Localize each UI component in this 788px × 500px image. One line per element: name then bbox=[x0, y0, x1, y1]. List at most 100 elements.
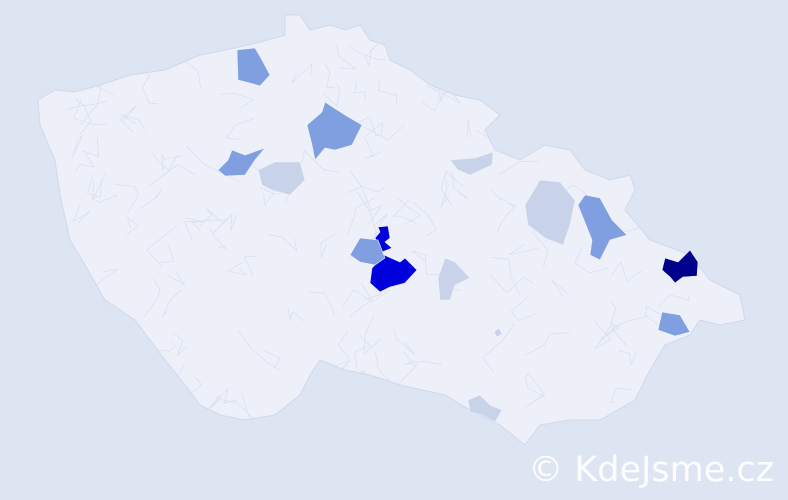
district-light[interactable] bbox=[437, 257, 471, 301]
district-border bbox=[366, 122, 384, 138]
district-border bbox=[670, 61, 703, 100]
district-border bbox=[449, 69, 470, 93]
district-light[interactable] bbox=[493, 327, 503, 338]
district-border bbox=[618, 350, 637, 366]
district-border bbox=[50, 259, 75, 300]
district-border bbox=[396, 196, 422, 225]
district-border bbox=[695, 386, 714, 414]
district-border bbox=[686, 135, 711, 163]
district-border bbox=[324, 63, 336, 89]
district-border bbox=[143, 278, 160, 318]
district-border bbox=[490, 188, 517, 207]
district-border bbox=[666, 347, 701, 379]
district-border bbox=[220, 92, 255, 109]
district-border bbox=[600, 93, 619, 109]
district-border bbox=[583, 33, 623, 47]
district-border bbox=[142, 74, 159, 104]
district-border bbox=[492, 81, 511, 101]
district-border bbox=[185, 145, 240, 182]
district-border bbox=[66, 101, 107, 110]
district-border bbox=[184, 217, 204, 241]
district-border bbox=[347, 185, 385, 194]
district-border bbox=[593, 320, 612, 350]
district-medium[interactable] bbox=[657, 311, 691, 337]
district-border bbox=[146, 225, 178, 268]
district-border bbox=[645, 305, 662, 327]
district-light[interactable] bbox=[467, 394, 503, 423]
district-border bbox=[149, 164, 196, 186]
district-medium[interactable] bbox=[236, 47, 271, 87]
district-border bbox=[406, 38, 427, 50]
district-border bbox=[370, 213, 388, 244]
district-border bbox=[412, 201, 437, 237]
district-border bbox=[87, 173, 103, 198]
district-border bbox=[694, 79, 716, 109]
district-light[interactable] bbox=[524, 179, 576, 246]
district-border bbox=[80, 81, 101, 126]
district-border bbox=[92, 172, 107, 200]
district-border bbox=[364, 43, 379, 67]
district-border bbox=[422, 90, 452, 112]
district-border bbox=[524, 371, 545, 397]
district-border bbox=[451, 171, 469, 200]
district-border bbox=[337, 330, 350, 359]
district-border bbox=[392, 199, 417, 224]
district-border bbox=[672, 25, 695, 42]
district-border bbox=[72, 134, 83, 158]
district-border bbox=[398, 351, 418, 385]
district-border bbox=[81, 137, 99, 158]
district-medium[interactable] bbox=[577, 194, 628, 261]
district-light[interactable] bbox=[257, 161, 306, 196]
district-border bbox=[79, 52, 104, 70]
district-border bbox=[580, 40, 600, 52]
district-border bbox=[308, 292, 335, 317]
district-border bbox=[574, 247, 609, 274]
district-light[interactable] bbox=[449, 151, 494, 176]
district-border bbox=[139, 189, 162, 210]
district-border bbox=[342, 289, 390, 307]
district-border bbox=[301, 150, 340, 173]
district-border bbox=[510, 295, 536, 321]
district-medium[interactable] bbox=[217, 147, 266, 177]
district-border bbox=[551, 279, 568, 298]
district-border bbox=[393, 328, 416, 356]
district-border bbox=[550, 85, 573, 106]
district-border bbox=[362, 403, 390, 430]
district-border bbox=[96, 36, 114, 82]
district-border bbox=[685, 164, 703, 179]
district-border bbox=[658, 294, 690, 307]
district-border bbox=[320, 232, 338, 258]
district-border bbox=[364, 124, 405, 141]
district-border bbox=[114, 184, 139, 213]
district-border bbox=[356, 191, 383, 226]
district-medium[interactable] bbox=[306, 101, 363, 161]
district-border bbox=[349, 282, 373, 318]
district-border bbox=[525, 374, 546, 408]
district-border bbox=[404, 360, 443, 365]
district-border bbox=[225, 117, 256, 141]
district-border bbox=[567, 39, 583, 93]
district-border bbox=[575, 51, 622, 81]
district-dark[interactable] bbox=[369, 254, 418, 293]
district-border bbox=[440, 179, 450, 208]
district-border bbox=[491, 257, 521, 296]
district-border bbox=[644, 40, 680, 59]
district-border bbox=[471, 37, 502, 55]
district-border bbox=[144, 26, 165, 61]
district-border bbox=[525, 332, 570, 356]
district-border bbox=[504, 135, 518, 154]
district-border bbox=[154, 33, 172, 55]
district-border bbox=[497, 161, 539, 176]
district-border bbox=[161, 154, 184, 171]
district-darkest[interactable] bbox=[661, 249, 699, 284]
district-border bbox=[347, 197, 376, 235]
district-border bbox=[172, 332, 188, 356]
district-border bbox=[466, 119, 472, 138]
district-border bbox=[348, 45, 387, 61]
district-border bbox=[120, 105, 137, 133]
district-border bbox=[263, 350, 281, 368]
district-border bbox=[348, 169, 371, 208]
district-border bbox=[199, 208, 224, 227]
district-medium[interactable] bbox=[349, 237, 386, 266]
